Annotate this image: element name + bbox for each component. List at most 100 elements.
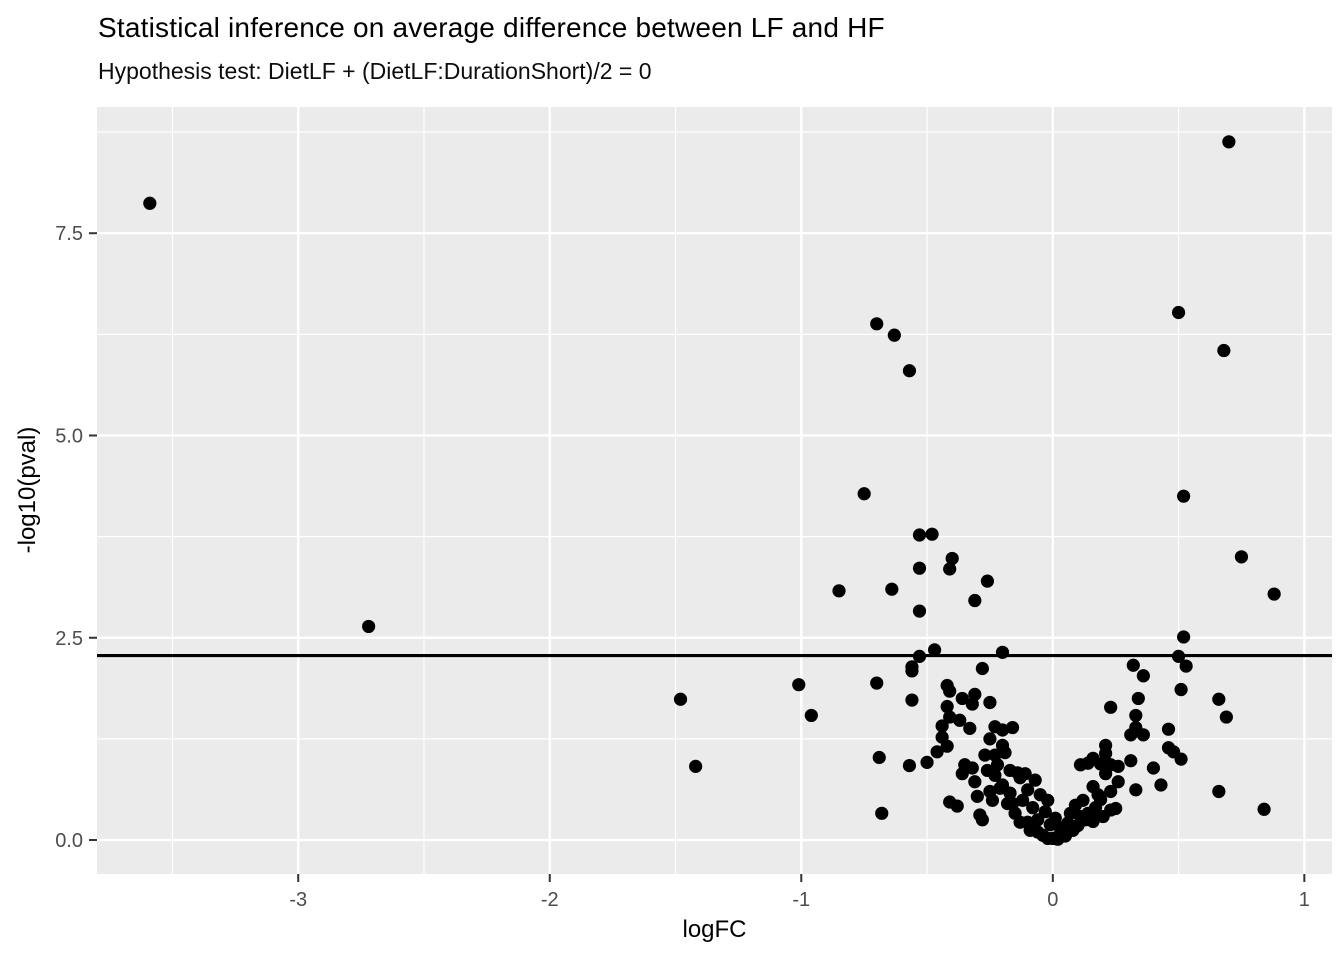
data-point — [988, 768, 1002, 782]
data-point — [998, 746, 1012, 760]
data-point — [965, 761, 979, 775]
data-point — [925, 527, 939, 541]
data-point — [970, 789, 984, 803]
data-point — [1031, 813, 1045, 827]
data-point — [1051, 832, 1065, 846]
data-point — [1222, 135, 1236, 149]
data-point — [1021, 815, 1035, 829]
data-point — [1005, 797, 1020, 811]
data-point — [1129, 783, 1143, 797]
data-point — [1131, 691, 1145, 706]
x-tick-label: 1 — [1299, 889, 1310, 911]
data-point — [673, 692, 688, 706]
data-point — [935, 719, 949, 733]
data-point — [1129, 708, 1143, 723]
data-point — [912, 604, 927, 618]
data-point — [1109, 801, 1123, 816]
data-point — [943, 684, 957, 698]
data-point — [362, 619, 376, 634]
data-point — [792, 678, 806, 692]
data-point — [1041, 793, 1055, 807]
data-point — [912, 649, 927, 663]
data-point — [1028, 773, 1042, 787]
chart-subtitle: Hypothesis test: DietLF + (DietLF:Durati… — [98, 58, 652, 84]
data-point — [1176, 630, 1191, 644]
data-point — [1212, 692, 1226, 706]
x-axis-title: logFC — [682, 916, 747, 943]
data-point — [980, 574, 995, 588]
data-point — [902, 758, 917, 773]
data-point — [689, 759, 703, 773]
data-point — [953, 713, 967, 727]
data-point — [905, 693, 919, 707]
data-point — [1041, 831, 1055, 846]
data-point — [1096, 809, 1110, 824]
data-point — [1176, 489, 1191, 503]
data-point — [1048, 811, 1062, 825]
data-point — [1021, 783, 1035, 797]
data-point — [940, 699, 954, 714]
data-point — [968, 593, 982, 608]
data-point — [1003, 786, 1017, 800]
data-point — [143, 196, 157, 210]
data-point — [927, 643, 942, 657]
data-point — [875, 806, 889, 820]
data-point — [887, 328, 901, 342]
data-point — [963, 721, 977, 735]
data-point — [950, 799, 964, 813]
data-point — [1179, 659, 1193, 673]
data-point — [1171, 649, 1186, 663]
y-axis-title: -log10(pval) — [14, 426, 41, 554]
data-point — [905, 664, 919, 678]
data-point — [1161, 722, 1176, 736]
data-point — [975, 661, 989, 676]
data-point — [978, 748, 992, 762]
data-point — [1174, 752, 1188, 766]
data-point — [912, 561, 927, 575]
x-tick-label: -2 — [541, 889, 559, 911]
data-point — [1111, 759, 1125, 773]
y-tick-label: 5.0 — [55, 425, 83, 447]
data-point — [1111, 775, 1125, 789]
data-point — [912, 528, 927, 542]
data-point — [1093, 757, 1108, 771]
data-point — [930, 745, 944, 759]
data-point — [1154, 778, 1168, 792]
data-point — [902, 364, 917, 378]
data-point — [1136, 728, 1150, 742]
data-point — [857, 487, 871, 501]
data-point — [968, 775, 982, 789]
data-point — [940, 739, 954, 753]
data-point — [945, 551, 959, 566]
data-point — [1219, 710, 1233, 724]
data-point — [1212, 784, 1226, 799]
x-tick-label: 0 — [1047, 889, 1058, 911]
data-point — [1124, 754, 1138, 768]
data-point — [983, 784, 997, 799]
data-point — [1124, 728, 1138, 742]
data-point — [1257, 802, 1271, 816]
data-point — [1099, 746, 1113, 761]
data-point — [1099, 767, 1113, 781]
data-point — [1005, 720, 1020, 735]
data-point — [1146, 761, 1161, 775]
data-point — [870, 317, 884, 331]
data-point — [1171, 305, 1186, 320]
data-point — [872, 750, 886, 765]
data-point — [1126, 658, 1140, 672]
data-point — [995, 645, 1010, 659]
x-tick-label: -1 — [792, 889, 810, 911]
data-point — [993, 781, 1007, 795]
data-point — [983, 695, 997, 710]
x-tick-label: -3 — [289, 889, 307, 911]
data-point — [955, 767, 969, 781]
data-point — [920, 755, 934, 769]
data-point — [832, 584, 846, 598]
data-point — [870, 676, 884, 690]
data-point — [1104, 700, 1118, 714]
plot-panel — [97, 107, 1332, 874]
data-point — [995, 723, 1010, 737]
data-point — [975, 813, 989, 827]
data-point — [885, 582, 899, 596]
